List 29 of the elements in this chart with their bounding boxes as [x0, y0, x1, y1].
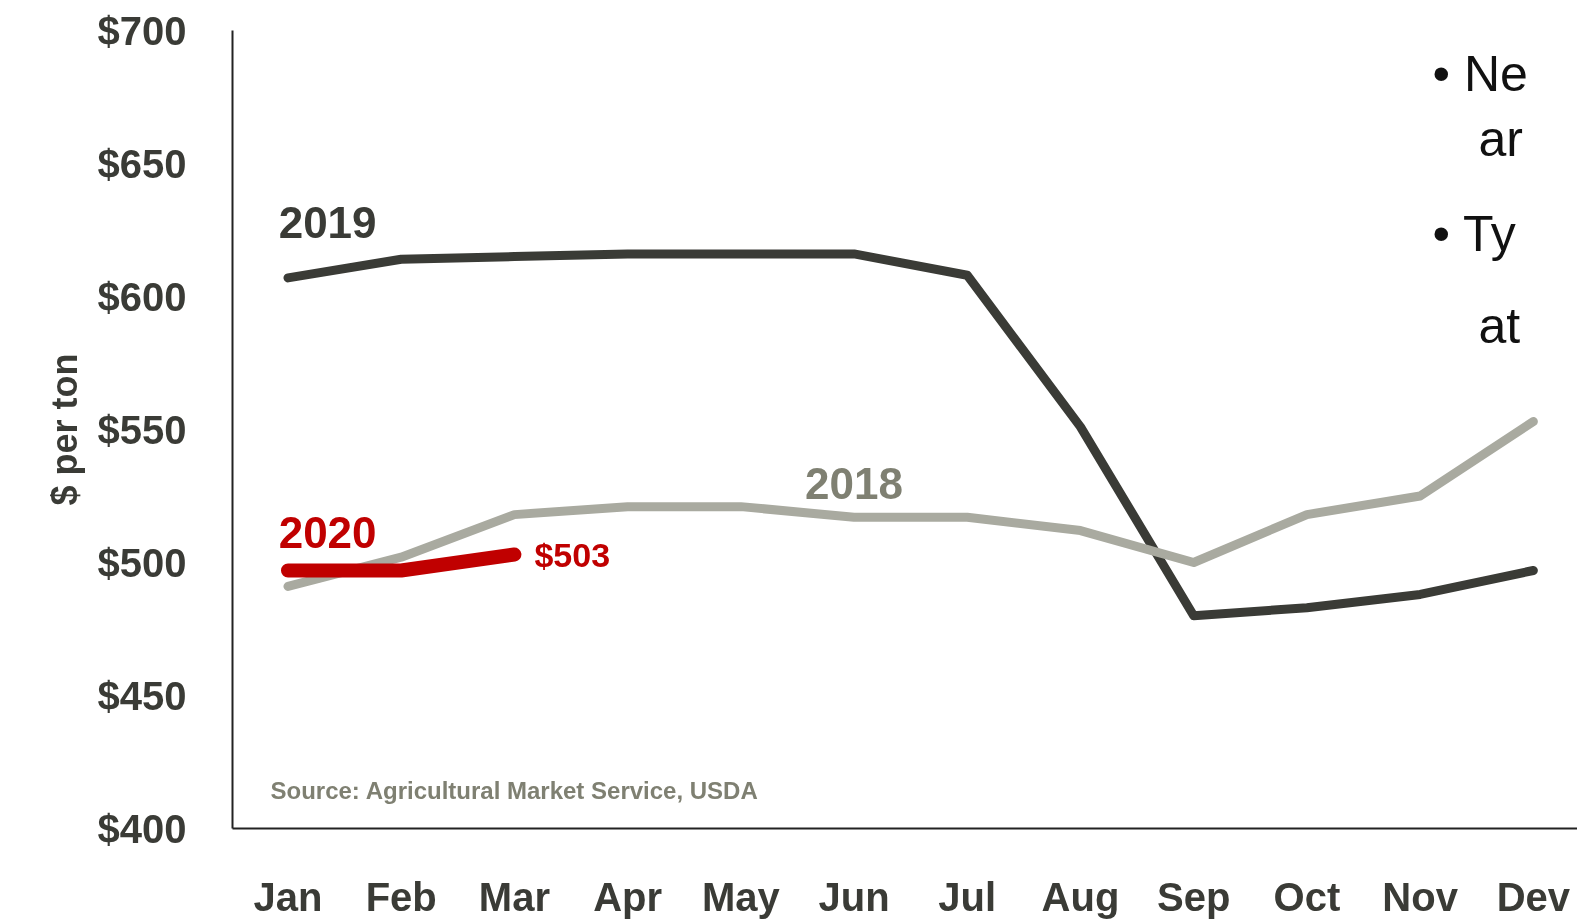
x-tick-label: Dev: [1496, 874, 1571, 919]
x-tick-label: Sep: [1157, 874, 1231, 919]
y-axis-title: $ per ton: [43, 353, 85, 506]
series-label: 2019: [278, 197, 377, 247]
series-label: 2018: [805, 459, 903, 509]
x-tick-label: Mar: [478, 874, 550, 919]
annotation: • Ty: [1432, 205, 1516, 262]
x-tick-label: Apr: [593, 874, 663, 919]
x-tick-label: Aug: [1041, 874, 1120, 919]
x-tick-label: Oct: [1273, 874, 1341, 919]
y-tick-label: $400: [97, 806, 187, 851]
series-label: 2020: [278, 508, 377, 558]
y-tick-label: $550: [97, 407, 187, 452]
x-tick-label: Jun: [818, 874, 890, 919]
y-tick-label: $450: [97, 673, 187, 718]
annotation: at: [1478, 297, 1521, 354]
x-tick-label: Jul: [938, 874, 997, 919]
x-tick-label: May: [701, 874, 781, 919]
x-tick-label: Feb: [365, 874, 437, 919]
x-tick-label: Nov: [1382, 874, 1459, 919]
x-tick-label: Jan: [253, 874, 323, 919]
y-tick-label: $600: [97, 274, 187, 319]
y-tick-label: $500: [97, 540, 187, 585]
data-label: $503: [534, 535, 611, 574]
annotation: Source: Agricultural Market Service, USDA: [270, 777, 758, 804]
y-tick-label: $700: [97, 8, 187, 53]
annotation: ar: [1478, 110, 1523, 167]
annotation: • Ne: [1432, 45, 1528, 102]
y-tick-label: $650: [97, 141, 187, 186]
